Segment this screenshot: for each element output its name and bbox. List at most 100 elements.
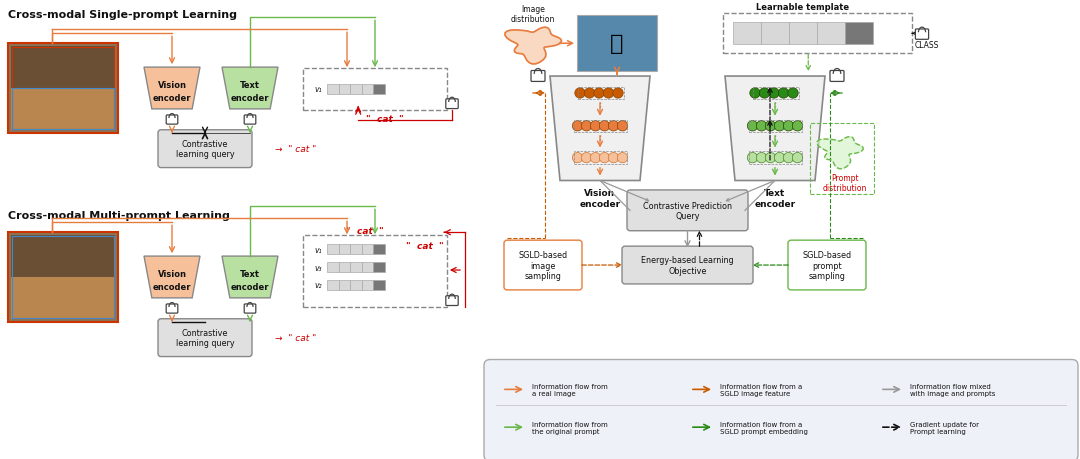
- Text: encoder: encoder: [231, 283, 269, 292]
- Circle shape: [599, 121, 610, 132]
- Text: "  cat  ": " cat ": [366, 115, 404, 124]
- Text: encoder: encoder: [231, 94, 269, 103]
- FancyBboxPatch shape: [845, 23, 873, 45]
- Text: Contrastive
learning query: Contrastive learning query: [176, 328, 234, 347]
- Text: Vision
encoder: Vision encoder: [580, 189, 621, 208]
- FancyBboxPatch shape: [327, 85, 338, 95]
- Polygon shape: [222, 257, 278, 298]
- Text: Text: Text: [240, 80, 260, 90]
- Circle shape: [604, 89, 613, 99]
- Circle shape: [599, 153, 610, 163]
- FancyBboxPatch shape: [373, 245, 384, 254]
- FancyBboxPatch shape: [11, 235, 114, 277]
- FancyBboxPatch shape: [166, 116, 178, 125]
- FancyBboxPatch shape: [761, 23, 789, 45]
- Polygon shape: [505, 28, 562, 65]
- Polygon shape: [144, 257, 200, 298]
- FancyBboxPatch shape: [577, 17, 657, 72]
- FancyBboxPatch shape: [350, 263, 362, 272]
- FancyBboxPatch shape: [244, 116, 256, 125]
- Text: →  " cat ": → " cat ": [275, 145, 316, 154]
- Text: v₃: v₃: [314, 263, 322, 272]
- Circle shape: [747, 153, 758, 163]
- Text: Contrastive
learning query: Contrastive learning query: [176, 140, 234, 159]
- FancyBboxPatch shape: [338, 263, 350, 272]
- Text: Learnable template: Learnable template: [756, 3, 849, 12]
- FancyBboxPatch shape: [733, 23, 761, 45]
- FancyBboxPatch shape: [338, 85, 350, 95]
- Text: Information flow from
a real image: Information flow from a real image: [532, 383, 608, 396]
- FancyBboxPatch shape: [373, 263, 384, 272]
- Circle shape: [779, 89, 788, 99]
- Text: Cross-modal Multi-prompt Learning: Cross-modal Multi-prompt Learning: [8, 211, 230, 221]
- FancyBboxPatch shape: [627, 190, 748, 231]
- Circle shape: [581, 153, 592, 163]
- FancyBboxPatch shape: [303, 235, 447, 307]
- FancyBboxPatch shape: [446, 100, 458, 109]
- Text: Text
encoder: Text encoder: [755, 189, 796, 208]
- FancyBboxPatch shape: [446, 296, 458, 306]
- Circle shape: [591, 121, 600, 132]
- Circle shape: [774, 153, 785, 163]
- Circle shape: [756, 121, 767, 132]
- Polygon shape: [725, 77, 825, 181]
- FancyBboxPatch shape: [504, 241, 582, 290]
- Text: encoder: encoder: [152, 283, 191, 292]
- Circle shape: [766, 121, 775, 132]
- Text: Contrastive Prediction
Query: Contrastive Prediction Query: [643, 201, 732, 221]
- FancyBboxPatch shape: [373, 85, 384, 95]
- Circle shape: [612, 89, 623, 99]
- FancyBboxPatch shape: [788, 241, 866, 290]
- Circle shape: [594, 89, 604, 99]
- Polygon shape: [144, 68, 200, 110]
- Circle shape: [747, 121, 758, 132]
- Circle shape: [584, 89, 595, 99]
- Circle shape: [608, 121, 619, 132]
- FancyBboxPatch shape: [303, 69, 447, 111]
- Circle shape: [769, 89, 779, 99]
- Circle shape: [793, 153, 802, 163]
- Circle shape: [750, 89, 760, 99]
- FancyBboxPatch shape: [362, 85, 373, 95]
- Text: Prompt
distribution: Prompt distribution: [823, 173, 867, 192]
- FancyBboxPatch shape: [158, 319, 252, 357]
- FancyBboxPatch shape: [531, 71, 545, 82]
- Text: SGLD-based
image
sampling: SGLD-based image sampling: [518, 251, 568, 280]
- FancyBboxPatch shape: [327, 263, 338, 272]
- Circle shape: [608, 153, 619, 163]
- Text: Cross-modal Single-prompt Learning: Cross-modal Single-prompt Learning: [8, 11, 237, 20]
- Circle shape: [572, 121, 583, 132]
- FancyBboxPatch shape: [831, 71, 843, 82]
- Text: SGLD-based
prompt
sampling: SGLD-based prompt sampling: [802, 251, 851, 280]
- Text: Information flow from
the original prompt: Information flow from the original promp…: [532, 421, 608, 434]
- FancyBboxPatch shape: [11, 86, 114, 130]
- Text: v₂: v₂: [314, 281, 322, 290]
- Circle shape: [756, 153, 767, 163]
- Circle shape: [783, 121, 794, 132]
- Text: 🌂: 🌂: [610, 34, 623, 54]
- Text: Gradient update for
Prompt learning: Gradient update for Prompt learning: [910, 421, 978, 434]
- Text: Energy-based Learning
Objective: Energy-based Learning Objective: [642, 256, 733, 275]
- Text: v₁: v₁: [314, 85, 322, 94]
- FancyBboxPatch shape: [916, 30, 929, 40]
- FancyBboxPatch shape: [362, 263, 373, 272]
- Text: →  " cat ": → " cat ": [275, 333, 316, 342]
- FancyBboxPatch shape: [8, 44, 118, 134]
- Circle shape: [581, 121, 592, 132]
- FancyBboxPatch shape: [484, 360, 1078, 459]
- Circle shape: [618, 153, 627, 163]
- FancyBboxPatch shape: [338, 280, 350, 290]
- FancyBboxPatch shape: [362, 245, 373, 254]
- FancyBboxPatch shape: [8, 233, 118, 322]
- Text: Vision: Vision: [158, 80, 187, 90]
- FancyBboxPatch shape: [158, 130, 252, 168]
- Polygon shape: [222, 68, 278, 110]
- Text: Information flow from a
SGLD prompt embedding: Information flow from a SGLD prompt embe…: [720, 421, 808, 434]
- Circle shape: [759, 89, 770, 99]
- FancyBboxPatch shape: [166, 304, 178, 313]
- Text: v₁: v₁: [314, 245, 322, 254]
- FancyBboxPatch shape: [350, 85, 362, 95]
- FancyBboxPatch shape: [373, 280, 384, 290]
- FancyBboxPatch shape: [11, 47, 114, 89]
- Circle shape: [572, 153, 583, 163]
